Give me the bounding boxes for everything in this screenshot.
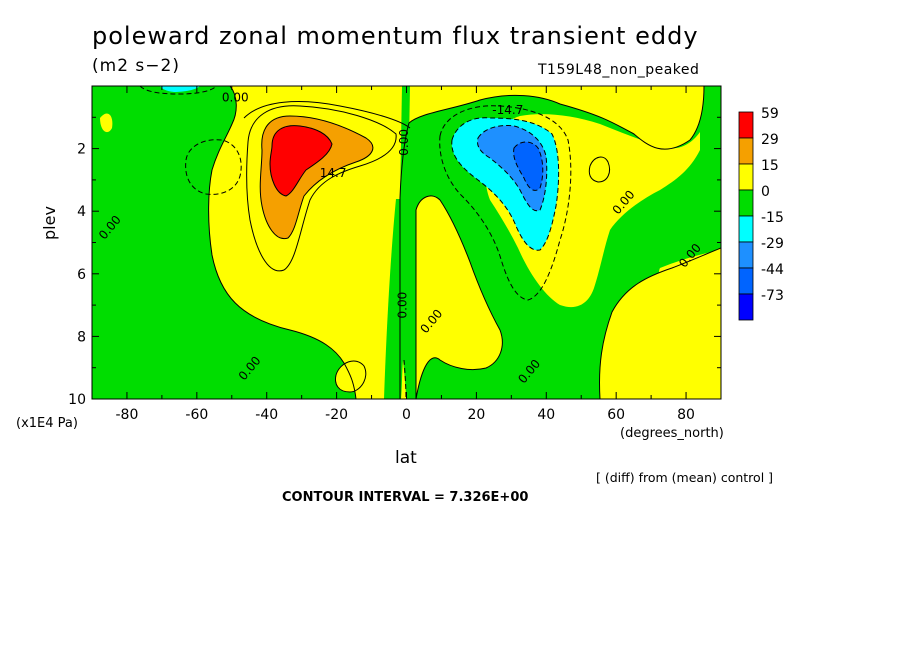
contour-zero-north-small [588, 156, 611, 183]
fill-green-west [92, 86, 356, 399]
diff-note: [ (diff) from (mean) control ] [596, 470, 774, 485]
fill-cyan-top-lobe [160, 86, 200, 92]
legend-swatch [738, 293, 754, 321]
x-tick-label: -80 [116, 407, 139, 423]
contour-neg-west-loop [185, 139, 242, 195]
y-tick-label: 4 [77, 204, 86, 220]
chart-title: poleward zonal momentum flux transient e… [92, 22, 699, 50]
fill-blue-neg-max [513, 142, 543, 191]
x-tick-label: 40 [537, 407, 555, 423]
legend-swatch [738, 137, 754, 165]
x-tick-label: 60 [607, 407, 625, 423]
contour-pos-3 [269, 125, 333, 197]
contour-neg-3 [477, 125, 548, 212]
contour-label: 0.00 [222, 91, 249, 105]
fill-yellow-mid-tongue [416, 195, 503, 399]
axes: -80 -60 -40 -20 0 20 40 60 80 2 4 6 8 10 [68, 86, 722, 423]
x-axis-label: lat [395, 448, 417, 468]
y-tick-label: 10 [68, 392, 86, 408]
legend-label: -73 [761, 288, 784, 304]
x-tick-label: -40 [255, 407, 278, 423]
y-axis-unit: (x1E4 Pa) [16, 416, 78, 431]
chart-units: (m2 s−2) [92, 56, 180, 76]
contour-zero-mid-tongue [415, 195, 503, 399]
contour-label: 0.00 [397, 129, 411, 156]
legend-label: -15 [761, 210, 784, 226]
fill-yellow-equator-sliver [401, 360, 406, 399]
contour-label: 14.7 [320, 166, 347, 180]
contour-zero-west [208, 86, 357, 399]
fill-green-south-lower [384, 199, 400, 399]
legend-swatch [738, 163, 754, 191]
y-tick-label: 8 [77, 329, 86, 345]
legend-swatch [738, 241, 754, 269]
fill-green-equator-column [398, 86, 410, 399]
legend-label: -44 [761, 262, 784, 278]
legend-label: -29 [761, 236, 784, 252]
legend-swatch [738, 111, 754, 139]
contour-zero-center [399, 86, 705, 399]
contour-label: -14.7 [492, 103, 523, 117]
x-tick-label: -60 [185, 407, 208, 423]
contour-interval: CONTOUR INTERVAL = 7.326E+00 [282, 490, 529, 505]
fill-yellow-island-west [100, 113, 113, 133]
fill-green-north-top [704, 86, 721, 98]
contour-neg-top [139, 86, 217, 95]
fill-red-pos-max [270, 125, 332, 196]
legend-swatch [738, 267, 754, 295]
legend-label: 29 [761, 132, 779, 148]
contour-pos-1 [246, 105, 397, 272]
y-tick-label: 6 [77, 267, 86, 283]
contour-pos-2 [259, 115, 374, 240]
fill-yellow-north-small [589, 157, 610, 182]
contour-label: 0.00 [396, 292, 410, 319]
legend-label: 0 [761, 184, 770, 200]
legend-label: 15 [761, 158, 779, 174]
legend-swatch [738, 215, 754, 243]
contour-neg-1 [439, 105, 572, 301]
colorbar-legend: 59 29 15 0 -15 -29 -44 -73 [738, 106, 784, 321]
fill-yellow-north-east [658, 250, 721, 312]
legend-label: 59 [761, 106, 779, 122]
x-tick-label: -20 [325, 407, 348, 423]
y-tick-label: 2 [77, 142, 86, 158]
x-tick-label: 80 [677, 407, 695, 423]
contour-neg-4 [513, 141, 544, 191]
contour-pos-outer [243, 101, 411, 129]
contour-neg-equator-column [403, 359, 407, 399]
legend-swatch [738, 189, 754, 217]
run-label: T159L48_non_peaked [538, 62, 700, 78]
x-axis-unit: (degrees_north) [620, 426, 724, 441]
contour-zero-northeast [599, 247, 721, 399]
contour-neg-2 [451, 117, 560, 251]
contour-zero-south-island [335, 360, 367, 393]
x-tick-label: 20 [467, 407, 485, 423]
x-tick-label: 0 [402, 407, 411, 423]
